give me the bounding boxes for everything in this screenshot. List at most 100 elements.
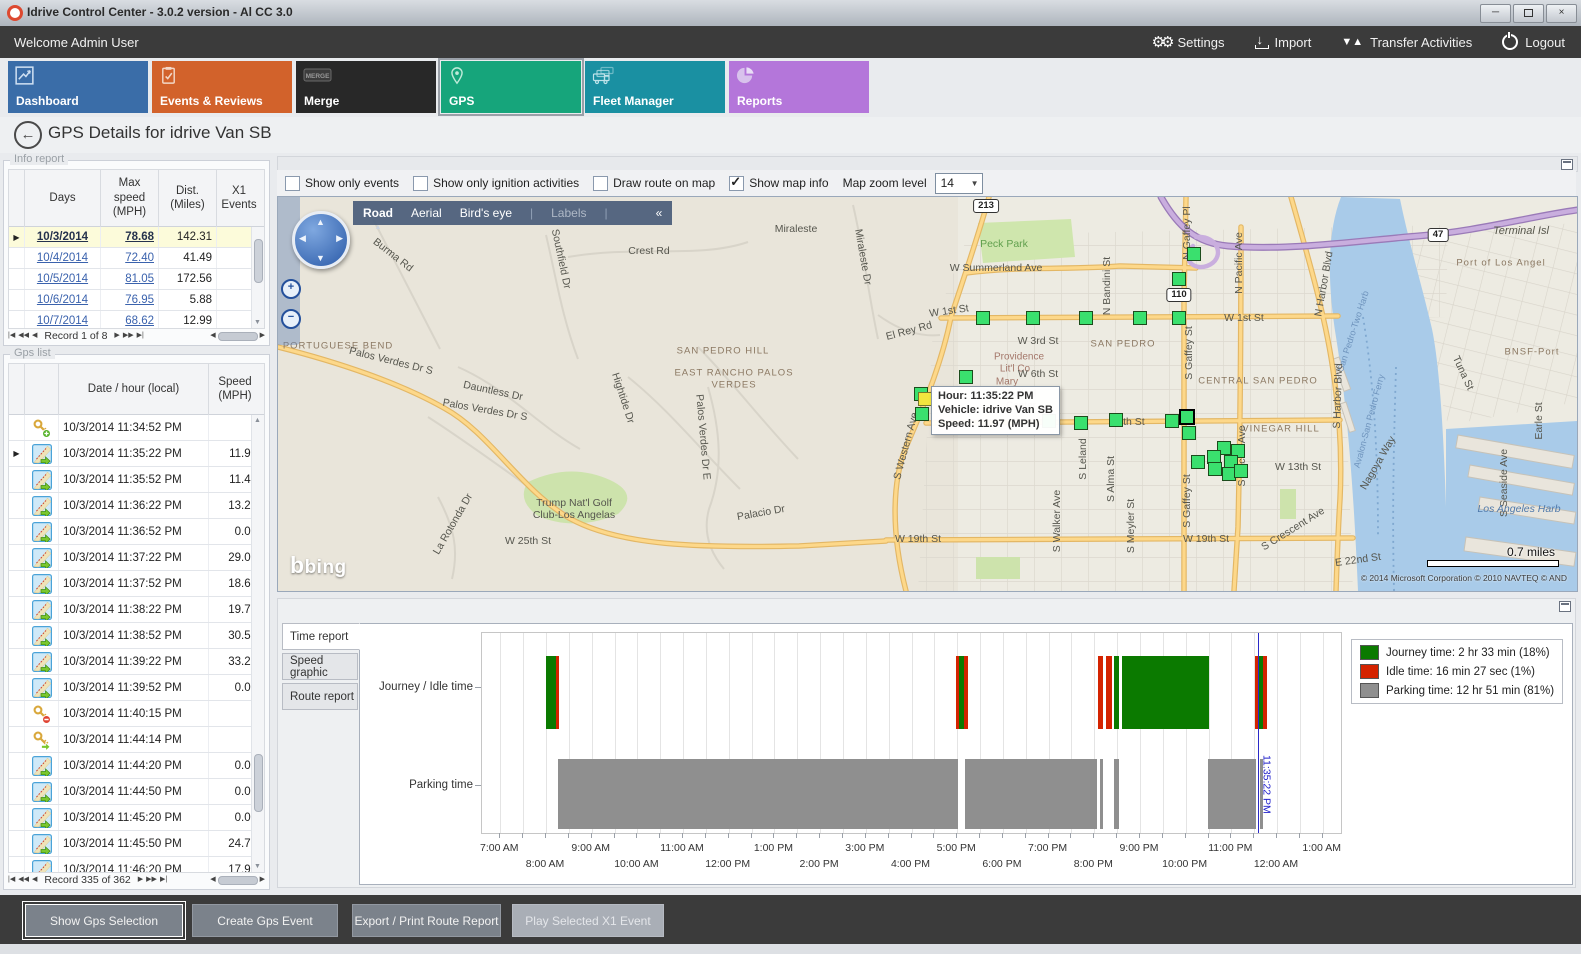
selected-gps-marker[interactable]: [918, 392, 932, 406]
import-button[interactable]: Import: [1254, 32, 1311, 50]
tab-speed-graphic[interactable]: Speed graphic: [282, 653, 358, 680]
tile-reports[interactable]: Reports: [729, 61, 869, 113]
info-report-vscrollbar[interactable]: ▼: [251, 227, 264, 328]
export-print-route-report-button[interactable]: Export / Print Route Report: [352, 904, 501, 937]
hscroll-thumb[interactable]: [217, 875, 258, 885]
hscroll-left-icon[interactable]: ◀: [210, 876, 216, 883]
hscroll-left-icon[interactable]: ◀: [210, 332, 216, 339]
checkbox-draw-route-on-map[interactable]: Draw route on map: [593, 175, 715, 191]
max-speed-link[interactable]: 81.05: [125, 273, 154, 285]
close-button[interactable]: ×: [1546, 4, 1577, 23]
gps-list-row[interactable]: ▶ 10/3/2014 11:35:22 PM 11.97: [9, 441, 264, 467]
gps-marker[interactable]: [1165, 414, 1179, 428]
gps-marker[interactable]: [1231, 444, 1245, 458]
gps-list-row[interactable]: 10/3/2014 11:46:20 PM 17.93: [9, 857, 264, 872]
tile-fleet-manager[interactable]: Fleet Manager: [585, 61, 725, 113]
gps-list-row[interactable]: 10/3/2014 11:45:20 PM 0.00: [9, 805, 264, 831]
scroll-thumb[interactable]: [254, 754, 263, 812]
pager-fast-prev[interactable]: ◀◀: [18, 876, 29, 883]
gps-list-vscrollbar[interactable]: ▲ ▼: [251, 415, 264, 872]
tab-route-report[interactable]: Route report: [282, 683, 358, 710]
pager-fast-prev[interactable]: ◀◀: [18, 332, 29, 339]
col-days[interactable]: Days: [25, 170, 101, 228]
zoom-out-button[interactable]: −: [281, 309, 301, 329]
gps-marker[interactable]: [959, 370, 973, 384]
col-dist[interactable]: Dist. (Miles): [159, 170, 217, 228]
checkbox-icon[interactable]: [285, 175, 300, 191]
gps-list-row[interactable]: 10/3/2014 11:44:50 PM 0.00: [9, 779, 264, 805]
pager-fast-next[interactable]: ▶▶: [122, 332, 134, 339]
scroll-thumb[interactable]: [254, 239, 263, 283]
gps-list-row[interactable]: 10/3/2014 11:34:52 PM: [9, 415, 264, 441]
minimize-button[interactable]: ─: [1480, 4, 1511, 23]
day-link[interactable]: 10/5/2014: [36, 273, 89, 285]
scroll-up-icon[interactable]: ▲: [254, 417, 261, 424]
zoom-in-button[interactable]: +: [281, 279, 301, 299]
pager-last[interactable]: ▶|: [136, 332, 144, 339]
map-container[interactable]: RoadAerialBird's eye|Labels|« ▲ ▼ ◀ ▶ + …: [277, 196, 1578, 592]
day-link[interactable]: 10/7/2014: [36, 315, 89, 327]
pan-down-icon[interactable]: ▼: [316, 253, 325, 263]
pager-next[interactable]: ▶: [114, 332, 120, 339]
scroll-down-icon[interactable]: ▼: [254, 863, 261, 870]
create-gps-event-button[interactable]: Create Gps Event: [192, 904, 338, 937]
pager-fast-next[interactable]: ▶▶: [146, 876, 157, 883]
col-x1-events[interactable]: X1 Events: [221, 184, 257, 211]
gps-list-row[interactable]: 10/3/2014 11:38:52 PM 30.55: [9, 623, 264, 649]
checkbox-icon[interactable]: [729, 174, 745, 191]
checkbox-show-only-ignition-activities[interactable]: Show only ignition activities: [413, 175, 579, 191]
gps-list-row[interactable]: 10/3/2014 11:35:52 PM 11.47: [9, 467, 264, 493]
pan-right-icon[interactable]: ▶: [336, 233, 343, 243]
gps-marker[interactable]: [1074, 416, 1088, 430]
day-link[interactable]: 10/4/2014: [36, 252, 89, 264]
max-speed-link[interactable]: 72.40: [125, 252, 154, 264]
pager-next[interactable]: ▶: [137, 876, 144, 883]
checkbox-icon[interactable]: [593, 175, 609, 191]
col-speed[interactable]: Speed (MPH): [218, 375, 252, 402]
transfer-activities-button[interactable]: ▼▲ Transfer Activities: [1341, 35, 1472, 50]
hscroll-thumb[interactable]: [217, 331, 258, 341]
gps-list-row[interactable]: 10/3/2014 11:40:15 PM: [9, 701, 264, 727]
hscroll-right-icon[interactable]: ▶: [259, 876, 265, 883]
map-pan-control[interactable]: ▲ ▼ ◀ ▶: [292, 211, 350, 269]
gps-marker[interactable]: [1234, 464, 1248, 478]
title-bar[interactable]: Idrive Control Center - 3.0.2 version - …: [0, 0, 1581, 27]
map-bar-collapse-icon[interactable]: «: [655, 206, 663, 220]
gps-marker[interactable]: [1079, 311, 1093, 325]
hscroll-right-icon[interactable]: ▶: [259, 332, 265, 339]
map-zoom-select[interactable]: 14 ▼: [934, 172, 983, 194]
map-style-bird-s-eye[interactable]: Bird's eye: [459, 206, 512, 220]
gps-list-row[interactable]: 10/3/2014 11:38:22 PM 19.70: [9, 597, 264, 623]
time-cursor-line[interactable]: [1258, 633, 1260, 833]
tile-dashboard[interactable]: Dashboard: [8, 61, 148, 113]
tile-merge[interactable]: MERGE Merge: [296, 61, 436, 113]
pager-prev[interactable]: ◀: [31, 332, 38, 339]
gps-list-row[interactable]: 10/3/2014 11:44:20 PM 0.00: [9, 753, 264, 779]
gps-marker[interactable]: [1133, 311, 1147, 325]
tile-gps[interactable]: GPS: [438, 58, 584, 116]
gps-marker[interactable]: [1179, 409, 1195, 425]
settings-button[interactable]: ⚙⚙ Settings: [1152, 33, 1225, 51]
pager-prev[interactable]: ◀: [31, 876, 38, 883]
checkbox-show-only-events[interactable]: Show only events: [285, 175, 399, 191]
col-max-speed[interactable]: Max speed (MPH): [101, 170, 159, 228]
gps-marker[interactable]: [1182, 426, 1196, 440]
info-report-row[interactable]: 10/7/2014 68.62 12.99: [9, 311, 264, 328]
logout-button[interactable]: Logout: [1502, 31, 1565, 50]
checkbox-icon[interactable]: [413, 175, 429, 191]
gps-list-row[interactable]: 10/3/2014 11:45:50 PM 24.75: [9, 831, 264, 857]
pager-last[interactable]: ▶|: [159, 876, 168, 883]
info-report-row[interactable]: ▶ 10/3/2014 78.68 142.31: [9, 227, 264, 248]
show-gps-selection-button[interactable]: Show Gps Selection: [22, 901, 186, 940]
map-style-aerial[interactable]: Aerial: [411, 206, 442, 220]
pan-up-icon[interactable]: ▲: [316, 217, 325, 227]
day-link[interactable]: 10/6/2014: [36, 294, 89, 306]
info-report-row[interactable]: 10/5/2014 81.05 172.56: [9, 269, 264, 290]
gps-list-row[interactable]: 10/3/2014 11:39:22 PM 33.21: [9, 649, 264, 675]
gps-list-row[interactable]: 10/3/2014 11:36:22 PM 13.28: [9, 493, 264, 519]
info-report-row[interactable]: 10/4/2014 72.40 41.49: [9, 248, 264, 269]
gps-list-row[interactable]: 10/3/2014 11:36:52 PM 0.00: [9, 519, 264, 545]
tile-events-reviews[interactable]: Events & Reviews: [152, 61, 292, 113]
pan-left-icon[interactable]: ◀: [299, 233, 306, 243]
map-style-labels[interactable]: Labels: [551, 206, 587, 220]
